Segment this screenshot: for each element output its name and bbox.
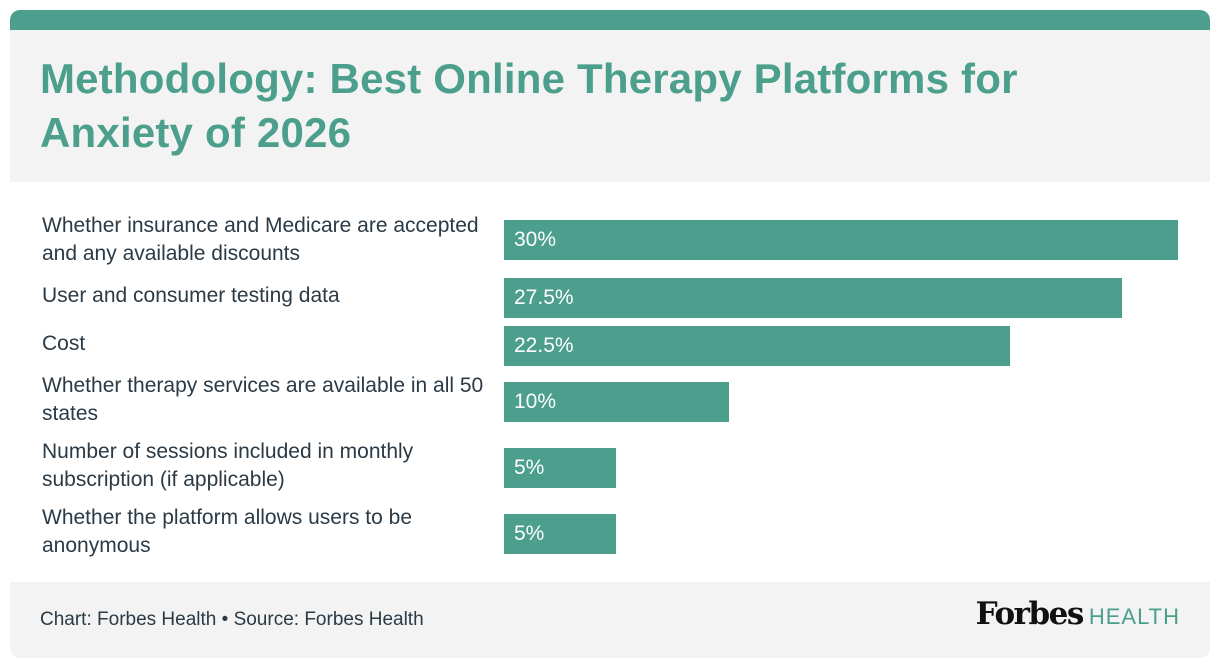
bar bbox=[504, 326, 1010, 366]
category-label: Cost bbox=[42, 332, 86, 355]
category-label: Whether therapy services are available i… bbox=[42, 374, 484, 425]
logo-suffix: HEALTH bbox=[1088, 604, 1180, 629]
category-label: User and consumer testing data bbox=[42, 284, 340, 307]
chart-footer: Chart: Forbes Health • Source: Forbes He… bbox=[10, 582, 1210, 658]
category-label: Number of sessions included in monthly s… bbox=[42, 440, 414, 491]
bar bbox=[504, 382, 729, 422]
bar-value-label: 30% bbox=[514, 228, 557, 251]
accent-strip bbox=[10, 10, 1210, 30]
source-note: Chart: Forbes Health • Source: Forbes He… bbox=[40, 609, 424, 630]
bar bbox=[504, 278, 1122, 318]
bar-chart: Whether insurance and Medicare are accep… bbox=[10, 182, 1210, 582]
chart-header: Methodology: Best Online Therapy Platfor… bbox=[10, 30, 1210, 182]
logo-wordmark: Forbes bbox=[975, 596, 1085, 632]
bar-value-label: 5% bbox=[514, 522, 545, 545]
chart-card: Methodology: Best Online Therapy Platfor… bbox=[10, 10, 1210, 658]
forbes-health-logo: Forbes HEALTH bbox=[976, 596, 1180, 636]
bar-value-label: 22.5% bbox=[514, 334, 574, 357]
bar bbox=[504, 514, 616, 554]
bar-value-label: 5% bbox=[514, 456, 545, 479]
bar bbox=[504, 220, 1178, 260]
bar bbox=[504, 448, 616, 488]
category-label: Whether insurance and Medicare are accep… bbox=[42, 214, 479, 265]
chart-title: Methodology: Best Online Therapy Platfor… bbox=[40, 55, 1018, 156]
category-label: Whether the platform allows users to be … bbox=[42, 506, 413, 557]
bar-value-label: 27.5% bbox=[514, 286, 574, 309]
bar-value-label: 10% bbox=[514, 390, 557, 413]
